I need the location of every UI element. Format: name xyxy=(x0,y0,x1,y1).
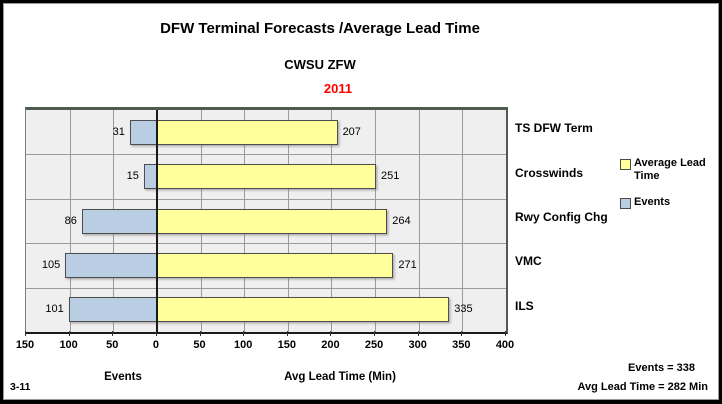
bar-value-label: 86 xyxy=(64,215,77,227)
band-separator-line xyxy=(26,243,506,244)
bar-value-label: 105 xyxy=(41,259,61,271)
category-label: ILS xyxy=(515,299,534,313)
x-tick xyxy=(461,331,463,336)
x-tick xyxy=(286,331,288,336)
summary-avg-lead-total: Avg Lead Time = 282 Min xyxy=(577,381,708,393)
category-label: TS DFW Term xyxy=(515,121,593,135)
gridline xyxy=(69,110,71,332)
bar-events xyxy=(129,120,157,145)
bar-value-label: 101 xyxy=(45,303,64,315)
bar-average-lead-time xyxy=(156,209,388,234)
x-tick-label: 150 xyxy=(277,339,296,351)
x-tick-label: 350 xyxy=(452,339,471,351)
category-label: VMC xyxy=(515,254,542,268)
bar-value-label: 264 xyxy=(392,215,411,227)
bar-events xyxy=(81,209,157,234)
legend: Average Lead Time Events xyxy=(620,157,716,210)
bar-average-lead-time xyxy=(156,120,338,145)
bar-value-label: 271 xyxy=(398,259,417,271)
gridline xyxy=(462,110,464,332)
bar-value-label: 251 xyxy=(380,170,400,182)
x-tick xyxy=(330,331,332,336)
x-tick xyxy=(68,331,70,336)
x-tick xyxy=(374,331,376,336)
bar-average-lead-time xyxy=(156,253,394,278)
bar-value-label: 31 xyxy=(112,126,125,138)
chart-subtitle: CWSU ZFW xyxy=(284,57,356,72)
legend-label: Average Lead Time xyxy=(634,157,706,183)
category-label: Crosswinds xyxy=(515,166,584,180)
x-tick-label: 0 xyxy=(152,339,159,351)
x-tick xyxy=(199,331,201,336)
x-tick-label: 50 xyxy=(193,339,206,351)
x-tick-label: 400 xyxy=(495,339,515,351)
legend-swatch-average-lead-time-icon xyxy=(620,159,631,170)
x-axis-title-lead-time: Avg Lead Time (Min) xyxy=(284,371,396,383)
x-axis-title-events: Events xyxy=(104,371,142,383)
bar-events xyxy=(68,297,157,322)
chart-year-label: 2011 xyxy=(323,81,353,96)
band-separator-line xyxy=(26,288,506,289)
x-tick-label: 150 xyxy=(15,339,35,351)
zero-axis-line xyxy=(155,110,158,332)
x-tick xyxy=(505,331,506,336)
x-tick xyxy=(155,331,157,336)
category-axis: TS DFW Term Crosswinds Rwy Config Chg VMC IL… xyxy=(515,107,615,329)
chart-title: DFW Terminal Forecasts /Average Lead Tim… xyxy=(160,20,480,37)
legend-item-average-lead-time: Average Lead Time xyxy=(620,157,716,183)
bar-value-label: 15 xyxy=(126,170,139,182)
legend-label: Events xyxy=(634,196,671,209)
legend-swatch-events-icon xyxy=(620,198,631,210)
gridline xyxy=(418,110,420,332)
x-tick xyxy=(25,331,26,336)
x-tick-label: 50 xyxy=(106,339,119,351)
x-axis: 150 100 50 0 50 100 150 200 250 300 350 400 xyxy=(16,331,514,361)
legend-item-events: Events xyxy=(620,196,716,210)
x-tick xyxy=(112,331,114,336)
band-separator-line xyxy=(26,154,506,155)
bar-average-lead-time xyxy=(156,297,450,322)
x-tick-label: 100 xyxy=(233,339,253,351)
x-tick-label: 200 xyxy=(321,339,340,351)
category-label: Rwy Config Chg xyxy=(515,210,608,224)
footnote: 3-11 xyxy=(10,381,31,393)
plot-area: 31 207 15 251 86 264 105 271 101 335 xyxy=(25,107,508,334)
x-tick-label: 100 xyxy=(59,339,78,351)
band-separator-line xyxy=(26,199,506,200)
x-tick-label: 250 xyxy=(364,339,384,351)
x-tick-label: 300 xyxy=(408,339,427,351)
bar-average-lead-time xyxy=(156,164,376,189)
summary-events-total: Events = 338 xyxy=(628,362,695,374)
x-tick xyxy=(417,331,419,336)
x-tick xyxy=(243,331,245,336)
bar-value-label: 207 xyxy=(342,126,361,138)
bar-events xyxy=(65,253,157,278)
bar-value-label: 335 xyxy=(454,303,473,315)
